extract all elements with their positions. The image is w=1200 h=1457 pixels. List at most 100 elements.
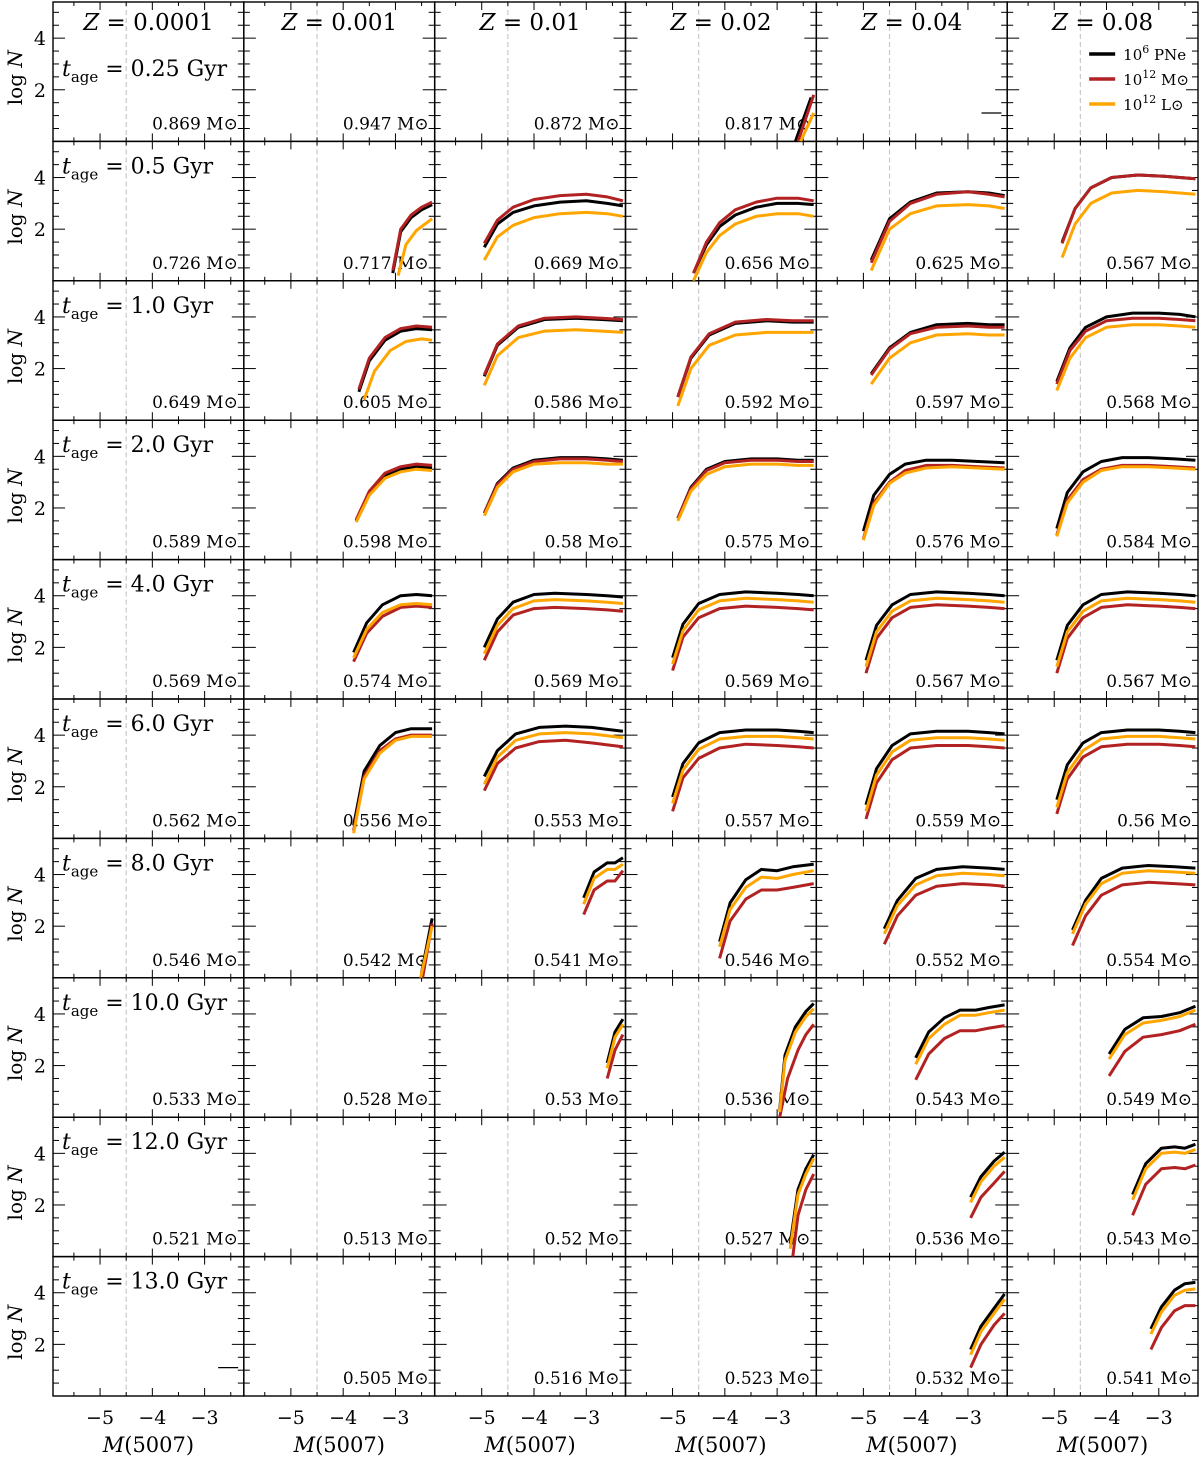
y-tick-label: 4	[34, 725, 46, 747]
y-tick-label: 4	[34, 446, 46, 468]
mass-label: 0.528 M⊙	[343, 1090, 429, 1110]
series-mass-r1-c2	[482, 192, 624, 245]
y-tick-label: 2	[34, 1334, 46, 1356]
row-label: tage = 0.5 Gyr	[62, 154, 214, 183]
series-lum-r7-c5	[1107, 1008, 1196, 1060]
series-pne-r5-c5	[1055, 728, 1196, 801]
panel-r2-c2: 0.586 M⊙	[433, 280, 627, 421]
series-mass-r3-c1	[354, 462, 433, 521]
x-tick-label: −3	[954, 1407, 982, 1429]
series-mass-r6-c2	[582, 869, 625, 916]
series-mass-r5-c5	[1055, 742, 1196, 815]
series-pne-r7-c4	[914, 1003, 1005, 1059]
series-pne-r5-c2	[482, 724, 624, 778]
ticks	[625, 2, 817, 142]
series-pne-r1-c4	[869, 190, 1005, 261]
series-lines	[352, 94, 1196, 1369]
mass-label: 0.605 M⊙	[343, 393, 429, 413]
x-tick-label: −5	[659, 1407, 687, 1429]
row-label: tage = 0.25 Gyr	[62, 57, 228, 86]
panels: 0.869 M⊙ 0.947 M⊙ 0.872 M⊙ 0.817 M⊙ 0.726 M⊙…	[52, 1, 1199, 1397]
y-axis-label: log N	[3, 885, 27, 942]
y-axis-label: log N	[3, 1164, 27, 1221]
series-mass-r1-c5	[1060, 173, 1196, 244]
panel-r2-c1: 0.605 M⊙	[243, 280, 436, 421]
mass-label: 0.567 M⊙	[1106, 254, 1192, 274]
x-tick-label: −3	[763, 1407, 791, 1429]
mass-label: 0.586 M⊙	[534, 393, 620, 413]
panel-r5-c5: 0.56 M⊙	[1006, 698, 1199, 840]
x-tick-label: −4	[1092, 1407, 1120, 1429]
column-title: Z = 0.02	[669, 10, 771, 36]
panel-r6-c4: 0.552 M⊙	[815, 837, 1008, 979]
panel-r7-c4: 0.543 M⊙	[815, 977, 1008, 1118]
mass-label: 0.536 M⊙	[915, 1230, 1001, 1250]
ticks	[816, 2, 1008, 142]
series-pne-r8-c5	[1131, 1142, 1196, 1196]
ticks	[625, 838, 817, 978]
x-tick-label: −4	[520, 1407, 548, 1429]
mass-label: 0.872 M⊙	[534, 114, 620, 134]
panel-r3-c1: 0.598 M⊙	[243, 419, 436, 561]
y-axis-label: log N	[3, 1024, 27, 1081]
series-pne-r8-c4	[969, 1150, 1006, 1198]
y-tick-label: 2	[34, 219, 46, 241]
mass-label: 0.656 M⊙	[725, 254, 811, 274]
series-mass-r9-c5	[1149, 1304, 1196, 1351]
column-title: Z = 0.04	[860, 10, 962, 36]
series-mass-r4-c2	[482, 605, 624, 661]
panel-r1-c1: 0.717 M⊙	[243, 140, 436, 282]
panel-r5-c2: 0.553 M⊙	[433, 698, 627, 840]
series-lum-r1-c5	[1060, 188, 1196, 259]
mass-label: 0.569 M⊙	[152, 672, 238, 692]
series-mass-r5-c3	[671, 742, 814, 812]
panel-r8-c2: 0.52 M⊙	[433, 1116, 627, 1258]
y-tick-label: 4	[34, 865, 46, 887]
row-label: tage = 8.0 Gyr	[62, 851, 214, 880]
ticks	[1007, 559, 1198, 699]
x-axis-label: M(5007)	[865, 1433, 957, 1457]
x-tick-label: −3	[1145, 1407, 1173, 1429]
mass-label: 0.505 M⊙	[343, 1369, 429, 1389]
panel-r5-c1: 0.556 M⊙	[243, 698, 436, 840]
series-pne-r3-c2	[482, 456, 624, 514]
series-mass-r1-c4	[869, 190, 1005, 264]
series-pne-r4-c4	[864, 590, 1005, 661]
series-lum-r1-c4	[869, 203, 1005, 272]
x-tick-label: −5	[849, 1407, 877, 1429]
series-mass-r3-c5	[1055, 463, 1196, 536]
ticks	[625, 420, 817, 560]
ticks	[53, 838, 244, 978]
ticks	[625, 1256, 817, 1396]
series-pne-r6-c2	[582, 856, 624, 899]
x-axis-label: M(5007)	[293, 1433, 385, 1457]
x-tick-label: −5	[86, 1407, 114, 1429]
series-lum-r5-c5	[1055, 734, 1196, 808]
series-mass-r1-c3	[692, 196, 814, 274]
column-title: Z = 0.0001	[82, 10, 213, 36]
panel-r8-c5: 0.543 M⊙	[1006, 1116, 1199, 1258]
mass-label: 0.869 M⊙	[152, 114, 238, 134]
series-pne-r0-c3	[793, 96, 813, 142]
mass-label: 0.513 M⊙	[343, 1230, 429, 1250]
x-tick-label: −5	[277, 1407, 305, 1429]
series-lum-r2-c2	[482, 328, 623, 387]
series-pne-r1-c3	[692, 201, 814, 274]
series-lum-r6-c3	[718, 869, 814, 948]
y-axis-label: log N	[3, 327, 27, 384]
ticks	[243, 559, 435, 699]
series-lum-r1-c1	[396, 217, 433, 276]
series-lum-r3-c3	[676, 462, 814, 522]
y-tick-label: 2	[34, 777, 46, 799]
series-mass-r4-c5	[1055, 603, 1196, 674]
panel-r1-c5: 0.567 M⊙	[1006, 140, 1199, 282]
series-lum-r5-c1	[352, 734, 433, 834]
series-lum-r5-c3	[671, 734, 814, 804]
x-axis-label: M(5007)	[1056, 1433, 1148, 1457]
ticks	[243, 1256, 435, 1396]
mass-label: 0.717 M⊙	[343, 254, 429, 274]
y-tick-label: 4	[34, 28, 46, 50]
panel-r9-c4: 0.532 M⊙	[815, 1255, 1008, 1397]
y-tick-label: 2	[34, 359, 46, 381]
mass-label: 0.58 M⊙	[545, 533, 620, 553]
